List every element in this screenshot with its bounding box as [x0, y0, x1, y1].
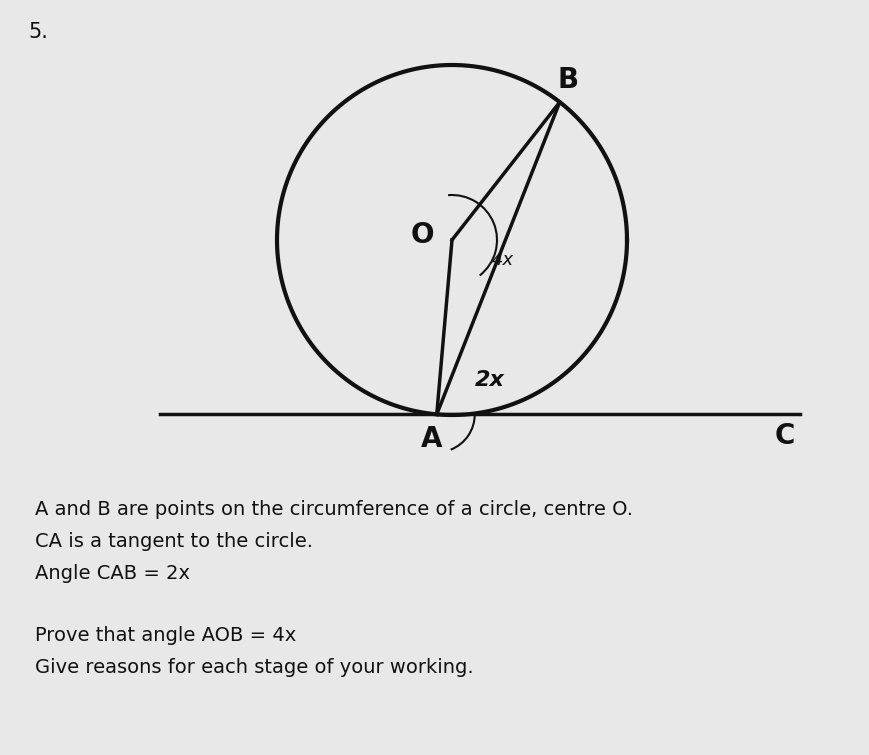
Text: B: B [556, 66, 578, 94]
Text: C: C [774, 422, 794, 450]
Text: CA is a tangent to the circle.: CA is a tangent to the circle. [35, 532, 313, 551]
Text: Give reasons for each stage of your working.: Give reasons for each stage of your work… [35, 658, 473, 677]
Text: A: A [421, 425, 442, 453]
Text: Prove that angle AOB = 4x: Prove that angle AOB = 4x [35, 626, 296, 645]
Text: O: O [410, 221, 434, 249]
Text: 2x: 2x [474, 370, 504, 390]
Text: A and B are points on the circumference of a circle, centre O.: A and B are points on the circumference … [35, 500, 633, 519]
Text: Angle CAB = 2x: Angle CAB = 2x [35, 564, 189, 583]
Text: 4x: 4x [492, 251, 514, 270]
Text: 5.: 5. [28, 22, 48, 42]
